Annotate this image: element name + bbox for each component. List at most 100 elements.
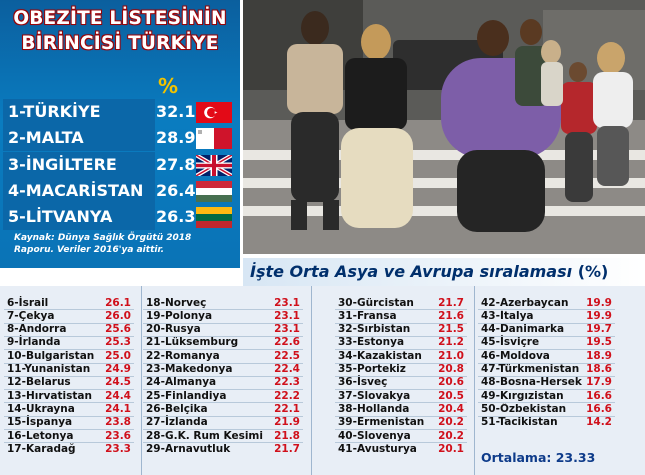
rank-value: 27.8	[156, 155, 196, 174]
country-name: 44-Danimarka	[481, 323, 565, 336]
obesity-value: 23.1	[274, 296, 300, 309]
country-name: 23-Makedonya	[146, 363, 233, 375]
rank-row-3: 3-İNGİLTERE 27.8	[0, 152, 240, 178]
row-divider	[335, 389, 467, 391]
country-name: 48-Bosna-Hersek	[481, 376, 582, 389]
row-divider	[478, 389, 615, 391]
row-divider	[335, 335, 467, 337]
country-name: 12-Belarus	[7, 376, 71, 389]
obesity-value: 21.6	[438, 309, 464, 322]
country-name: 16-Letonya	[7, 429, 74, 442]
row-divider	[143, 375, 303, 377]
row-divider	[478, 349, 615, 351]
country-name: 30-Gürcistan	[338, 296, 414, 309]
country-name: 19-Polonya	[146, 309, 213, 322]
country-name: 45-İsviçre	[481, 336, 540, 349]
row-divider	[478, 335, 615, 337]
rank-label: 5-LİTVANYA	[3, 204, 155, 230]
country-name: 13-Hırvatistan	[7, 389, 92, 402]
obesity-value: 16.6	[586, 402, 612, 415]
row-divider	[4, 362, 134, 364]
obesity-value: 22.5	[274, 349, 300, 362]
rank-label: 1-TÜRKİYE	[3, 99, 155, 125]
table-subtitle: İşte Orta Asya ve Avrupa sıralaması (%)	[250, 262, 608, 282]
source-line-2: Raporu. Veriler 2016'ya aittir.	[14, 245, 165, 255]
country-name: 32-Sırbistan	[338, 323, 411, 336]
rank-row-1: 1-TÜRKİYE 32.1	[0, 99, 240, 125]
country-name: 40-Slovenya	[338, 429, 411, 442]
rank-value: 28.9	[156, 128, 196, 147]
country-name: 9-İrlanda	[7, 336, 61, 349]
obesity-value: 24.5	[105, 376, 131, 389]
obesity-value: 20.5	[438, 389, 464, 402]
row-divider	[478, 309, 615, 311]
rank-label: 3-İNGİLTERE	[3, 152, 155, 178]
obesity-value: 24.9	[105, 363, 131, 375]
row-divider	[143, 389, 303, 391]
obesity-value: 14.2	[586, 416, 612, 429]
obesity-value: 24.4	[105, 389, 131, 402]
people-walking-photo	[243, 0, 645, 254]
row-divider	[143, 415, 303, 417]
obesity-value: 25.3	[105, 336, 131, 349]
country-name: 25-Finlandiya	[146, 389, 227, 402]
row-divider	[143, 309, 303, 311]
obesity-value: 21.8	[274, 429, 300, 442]
obesity-value: 19.9	[586, 296, 612, 309]
country-name: 37-Slovakya	[338, 389, 411, 402]
country-name: 27-İzlanda	[146, 416, 208, 429]
row-divider	[478, 322, 615, 324]
source-note: Kaynak: Dünya Sağlık Örgütü 2018 Raporu.…	[14, 232, 230, 256]
obesity-value: 22.6	[274, 336, 300, 349]
chart-title: OBEZİTE LİSTESİNİN BİRİNCİSİ TÜRKİYE	[0, 6, 240, 56]
country-name: 20-Rusya	[146, 323, 201, 336]
obesity-value: 20.2	[438, 416, 464, 429]
obesity-value: 26.0	[105, 309, 131, 322]
row-divider	[143, 362, 303, 364]
row-divider	[335, 442, 467, 444]
obesity-value: 21.7	[274, 442, 300, 455]
row-divider	[4, 429, 134, 430]
row-divider	[143, 429, 303, 430]
subtitle-band	[243, 258, 645, 286]
row-divider	[478, 415, 615, 417]
row-divider	[4, 335, 134, 337]
obesity-value: 17.9	[586, 376, 612, 389]
row-divider	[4, 415, 134, 417]
row-divider	[143, 349, 303, 351]
country-name: 18-Norveç	[146, 296, 207, 309]
country-name: 49-Kırgızistan	[481, 389, 564, 402]
row-divider	[143, 335, 303, 337]
subtitle-percent: (%)	[577, 262, 609, 281]
column-separator	[311, 286, 312, 475]
obesity-value: 20.1	[438, 442, 464, 455]
row-divider	[143, 402, 303, 404]
obesity-value: 19.9	[586, 309, 612, 322]
row-divider	[478, 402, 615, 404]
country-name: 34-Kazakistan	[338, 349, 422, 362]
obesity-value: 21.7	[438, 296, 464, 309]
rank-value: 32.1	[156, 102, 196, 121]
row-divider	[335, 429, 467, 430]
row-divider	[335, 322, 467, 324]
source-line-1: Kaynak: Dünya Sağlık Örgütü 2018	[14, 233, 192, 243]
country-name: 35-Portekiz	[338, 363, 406, 375]
obesity-value: 23.1	[274, 309, 300, 322]
rank-value: 26.4	[156, 181, 196, 200]
row-divider	[335, 362, 467, 364]
country-name: 46-Moldova	[481, 349, 550, 362]
row-divider	[4, 322, 134, 324]
turkey-flag-icon	[196, 102, 232, 123]
country-name: 38-Hollanda	[338, 402, 410, 415]
country-name: 43-İtalya	[481, 309, 534, 322]
obesity-value: 22.2	[274, 389, 300, 402]
row-divider	[4, 402, 134, 404]
obesity-value: 22.3	[274, 376, 300, 389]
row-divider	[335, 402, 467, 404]
average-label: Ortalama: 23.33	[481, 450, 596, 465]
country-name: 22-Romanya	[146, 349, 220, 362]
column-separator	[474, 286, 475, 475]
country-name: 39-Ermenistan	[338, 416, 425, 429]
lithuania-flag-icon	[196, 207, 232, 228]
title-line-1: OBEZİTE LİSTESİNİN	[13, 8, 227, 29]
